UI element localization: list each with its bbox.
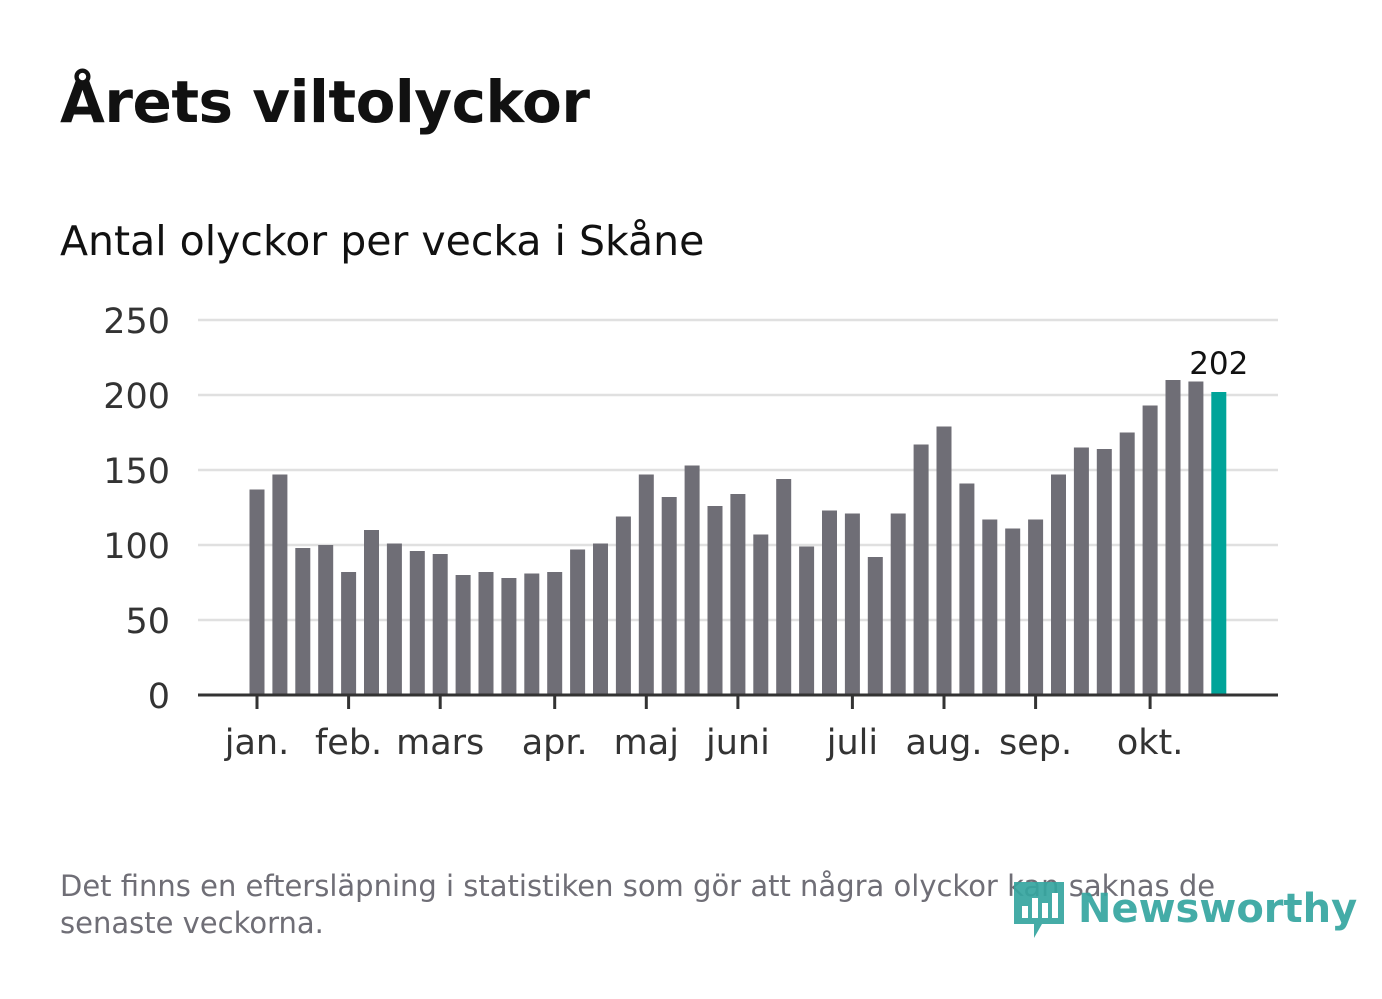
- bar: [432, 554, 448, 695]
- chart-subtitle: Antal olyckor per vecka i Skåne: [60, 217, 705, 265]
- bar: [593, 543, 608, 695]
- x-tick-label: feb.: [315, 723, 382, 763]
- bar: [295, 548, 311, 695]
- newsworthy-logo-icon: [1014, 882, 1064, 938]
- bar: [913, 444, 929, 695]
- y-tick-label: 0: [148, 677, 170, 717]
- x-tick-label: mars: [396, 723, 484, 763]
- bar: [707, 506, 723, 695]
- bar: [249, 489, 265, 695]
- bar: [890, 513, 906, 695]
- data-label: 202: [1189, 346, 1248, 382]
- bar: [318, 545, 334, 695]
- bar: [455, 575, 471, 695]
- y-tick-label: 50: [125, 602, 170, 642]
- bar: [867, 557, 883, 695]
- bar: [1142, 405, 1158, 695]
- x-tick-label: juli: [826, 723, 878, 763]
- bar: [409, 551, 425, 695]
- x-tick-label: okt.: [1117, 723, 1184, 763]
- bar: [364, 530, 379, 695]
- bar: [776, 479, 792, 695]
- bar: [570, 549, 586, 695]
- bar: [684, 465, 700, 695]
- newsworthy-logo: Newsworthy: [1010, 876, 1357, 942]
- bar: [524, 573, 540, 695]
- bar: [501, 578, 517, 695]
- bar-highlight: [1211, 392, 1227, 695]
- bar: [844, 513, 860, 695]
- x-tick-label: maj: [614, 723, 679, 763]
- bar: [1005, 528, 1021, 695]
- x-tick-label: sep.: [999, 723, 1072, 763]
- y-tick-label: 250: [103, 302, 170, 342]
- y-tick-label: 100: [103, 527, 170, 567]
- bar: [799, 546, 815, 695]
- brand-name: Newsworthy: [1078, 886, 1358, 932]
- bar: [547, 572, 563, 695]
- bar: [386, 543, 402, 695]
- bar: [1051, 474, 1066, 695]
- bar: [638, 474, 654, 695]
- x-tick-label: apr.: [522, 723, 588, 763]
- bar: [1119, 432, 1135, 695]
- x-tick-label: aug.: [906, 723, 983, 763]
- y-tick-label: 150: [103, 452, 170, 492]
- bar: [341, 572, 357, 695]
- bar: [822, 510, 837, 695]
- x-tick-label: juni: [705, 723, 770, 763]
- bar: [615, 516, 631, 695]
- bar: [661, 497, 677, 695]
- chart-title: Årets viltolyckor: [60, 68, 590, 136]
- x-tick-label: jan.: [224, 723, 289, 763]
- bar: [1028, 519, 1044, 695]
- bar: [1096, 449, 1112, 695]
- bar: [753, 534, 769, 695]
- bar: [272, 474, 288, 695]
- bar: [1073, 447, 1089, 695]
- bar: [959, 483, 975, 695]
- bar: [1188, 381, 1204, 695]
- bar: [936, 426, 952, 695]
- bar: [478, 572, 494, 695]
- bar: [982, 519, 998, 695]
- bar: [1165, 380, 1181, 695]
- y-tick-label: 200: [103, 377, 170, 417]
- bar-chart: 0 50 100 150 200 250 jan. feb. mars apr. maj juni ju…: [103, 302, 1278, 763]
- bar: [730, 494, 746, 695]
